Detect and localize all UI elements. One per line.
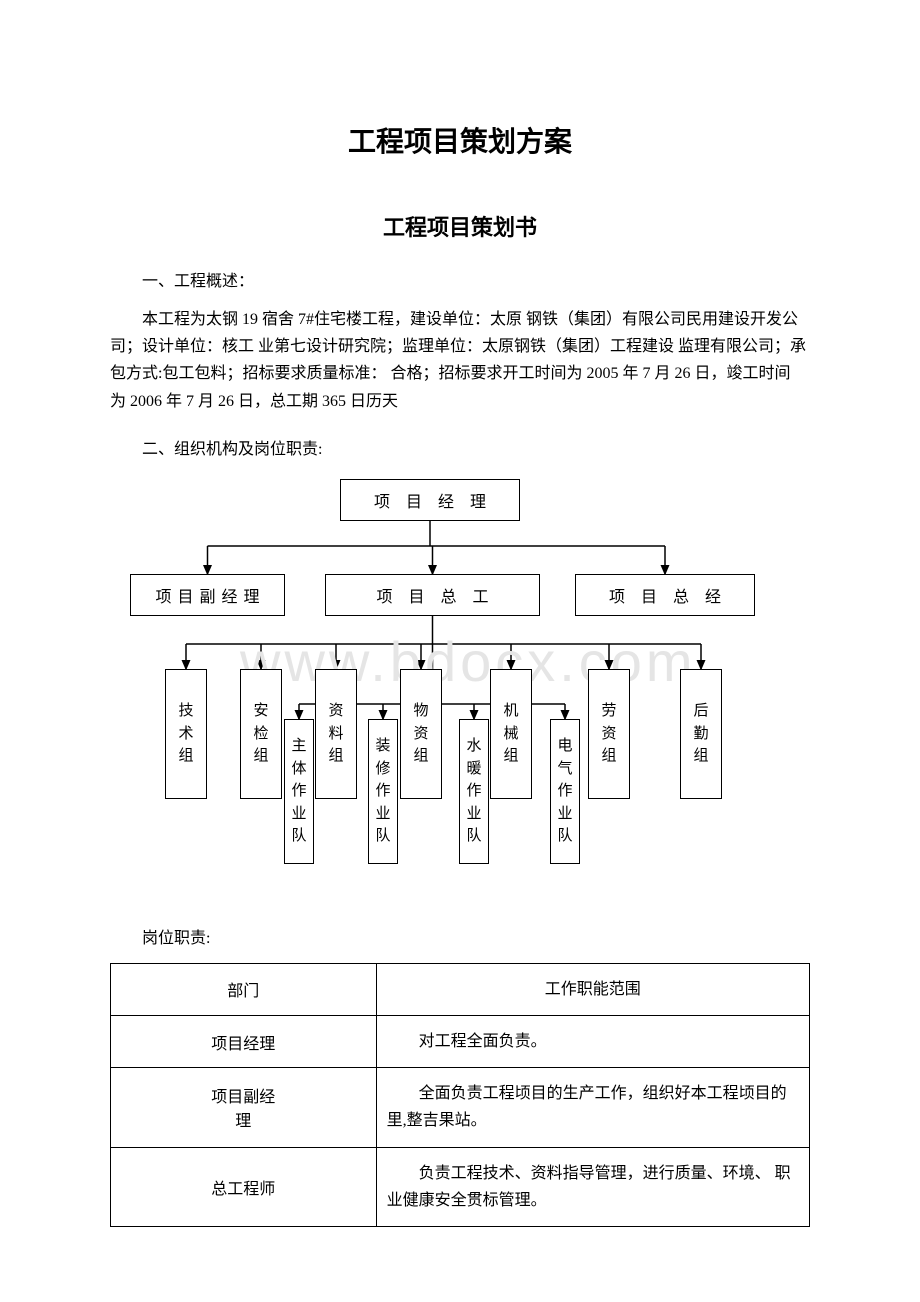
node-team-3: 电气作业队 — [550, 719, 580, 864]
duty-table: 部门 工作职能范围 项目经理对工程全面负责。项目副经理全面负责工程顷目的生产工作… — [110, 963, 810, 1227]
section-1-heading: 一、工程概述： — [110, 267, 810, 291]
node-deputy: 项目副经理 — [130, 574, 285, 616]
header-dept: 部门 — [111, 963, 377, 1015]
node-pm: 项 目 经 理 — [340, 479, 520, 521]
main-title: 工程项目策划方案 — [110, 120, 810, 160]
node-group-3: 物资组 — [400, 669, 442, 799]
node-team-0: 主体作业队 — [284, 719, 314, 864]
cell-dept: 项目经理 — [111, 1015, 377, 1067]
node-group-5: 劳资组 — [588, 669, 630, 799]
table-row: 项目副经理全面负责工程顷目的生产工作，组织好本工程顷目的 里,整吉果站。 — [111, 1068, 810, 1147]
node-group-0: 技术组 — [165, 669, 207, 799]
cell-scope: 对工程全面负责。 — [376, 1015, 809, 1067]
org-chart: www.bdocx.com 项 目 经 理项目副经理项 目 总 工项 目 总 经… — [110, 474, 810, 904]
header-scope: 工作职能范围 — [376, 963, 809, 1015]
node-chief-eng: 项 目 总 工 — [325, 574, 540, 616]
table-row: 项目经理对工程全面负责。 — [111, 1015, 810, 1067]
cell-dept: 项目副经理 — [111, 1068, 377, 1147]
section-2-heading: 二、组织机构及岗位职责: — [110, 435, 810, 459]
node-group-4: 机械组 — [490, 669, 532, 799]
sub-title: 工程项目策划书 — [110, 210, 810, 242]
table-header-row: 部门 工作职能范围 — [111, 963, 810, 1015]
table-row: 总工程师负责工程技术、资料指导管理，进行质量、环境、 职业健康安全贯标管理。 — [111, 1147, 810, 1226]
node-team-2: 水暖作业队 — [459, 719, 489, 864]
cell-scope: 全面负责工程顷目的生产工作，组织好本工程顷目的 里,整吉果站。 — [376, 1068, 809, 1147]
node-group-6: 后勤组 — [680, 669, 722, 799]
section-1-body: 本工程为太钢 19 宿舍 7#住宅楼工程，建设单位：太原 钢铁（集团）有限公司民… — [110, 306, 810, 415]
section-3-heading: 岗位职责: — [110, 924, 810, 948]
cell-dept: 总工程师 — [111, 1147, 377, 1226]
node-team-1: 装修作业队 — [368, 719, 398, 864]
node-group-2: 资料组 — [315, 669, 357, 799]
node-group-1: 安检组 — [240, 669, 282, 799]
node-general: 项 目 总 经 — [575, 574, 755, 616]
cell-scope: 负责工程技术、资料指导管理，进行质量、环境、 职业健康安全贯标管理。 — [376, 1147, 809, 1226]
